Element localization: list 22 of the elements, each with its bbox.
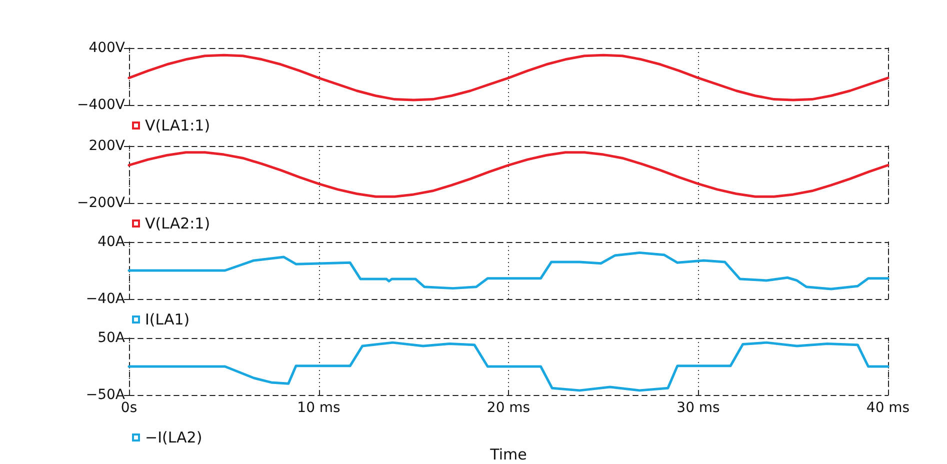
legend-label: V(LA1:1) [145, 116, 210, 134]
y-tick-label: 200V [88, 138, 126, 154]
x-tick-label: 20 ms [486, 400, 530, 416]
legend-label: −I(LA2) [145, 428, 202, 446]
x-tick-label: 30 ms [676, 400, 720, 416]
x-tick-label: 0s [120, 400, 138, 416]
line-series [128, 151, 890, 198]
y-tick-label: −50A [86, 387, 126, 403]
y-tick-label: 40A [98, 234, 126, 250]
x-tick-label: 10 ms [297, 400, 340, 416]
line-series [128, 251, 890, 290]
line-series [128, 54, 890, 102]
x-axis-title: Time [489, 446, 527, 464]
legend-label: I(LA1) [145, 310, 190, 328]
y-tick-label: −200V [76, 195, 126, 211]
y-tick-label: 400V [88, 40, 126, 56]
y-tick-label: 50A [98, 330, 126, 346]
y-tick-label: −400V [76, 97, 126, 113]
y-tick-label: −40A [86, 291, 126, 307]
legend-label: V(LA2:1) [145, 214, 210, 232]
x-tick-label: 40 ms [866, 400, 910, 416]
line-series [128, 341, 890, 392]
